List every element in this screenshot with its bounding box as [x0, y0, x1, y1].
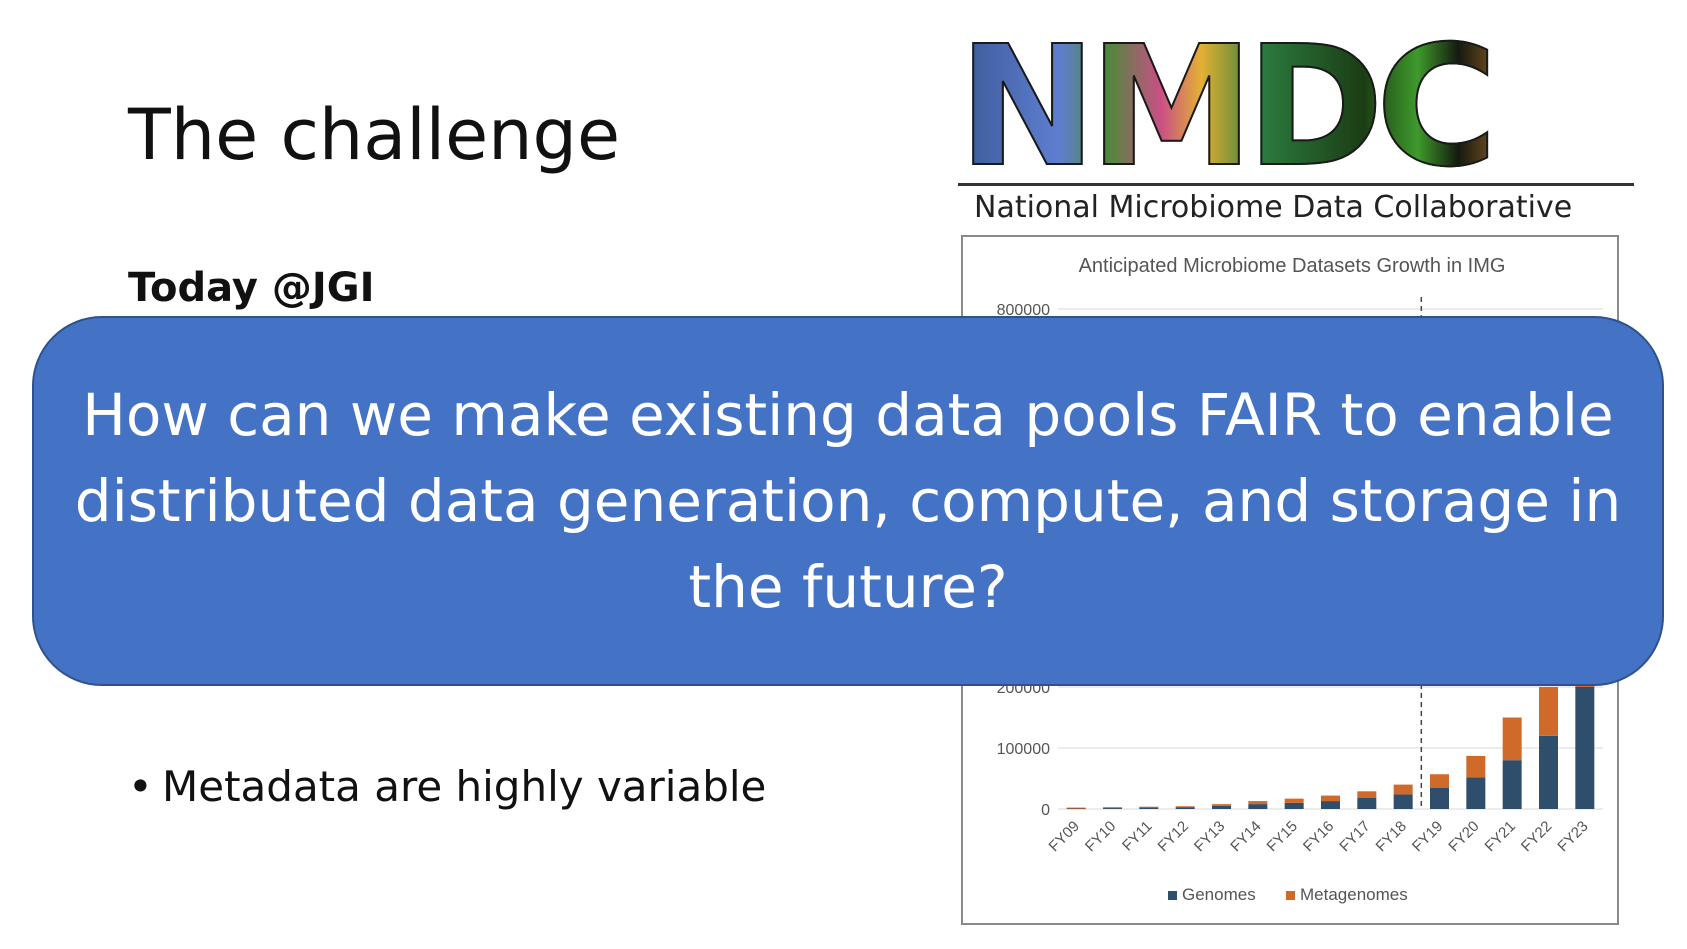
y-tick-label: 100000 — [997, 741, 1050, 758]
bar-genomes-fy19 — [1430, 787, 1449, 809]
legend-label-metagenomes: Metagenomes — [1300, 885, 1408, 904]
bar-genomes-fy21 — [1502, 760, 1522, 809]
bar-metagenomes-fy16 — [1321, 795, 1340, 802]
chart-svg: Anticipated Microbiome Datasets Growth i… — [997, 255, 1603, 904]
bar-genomes-fy13 — [1212, 805, 1231, 809]
bar-genomes-fy15 — [1284, 802, 1304, 809]
bar-metagenomes-fy18 — [1393, 784, 1413, 795]
x-tick-label: FY17 — [1336, 818, 1373, 855]
x-tick-label: FY11 — [1119, 818, 1156, 855]
bar-metagenomes-fy12 — [1175, 806, 1195, 808]
bar-metagenomes-fy11 — [1139, 806, 1159, 808]
x-tick-label: FY23 — [1554, 818, 1591, 855]
bar-genomes-fy11 — [1139, 807, 1159, 809]
bar-genomes-fy17 — [1357, 798, 1377, 809]
x-tick-label: FY13 — [1191, 818, 1228, 855]
y-tick-label: 0 — [1041, 802, 1050, 819]
x-tick-label: FY15 — [1264, 818, 1301, 855]
bar-metagenomes-fy22 — [1539, 687, 1558, 736]
bar-metagenomes-fy14 — [1248, 801, 1268, 805]
x-tick-label: FY14 — [1227, 818, 1264, 855]
x-tick-label: FY19 — [1409, 818, 1446, 855]
bar-genomes-fy16 — [1321, 801, 1340, 809]
bullet-marker: • — [128, 762, 153, 811]
bar-metagenomes-fy13 — [1212, 804, 1231, 806]
logo-subtitle: National Microbiome Data Collaborative — [974, 190, 1573, 225]
logo-divider — [958, 183, 1634, 186]
bar-genomes-fy12 — [1175, 807, 1195, 809]
y-tick-label: 800000 — [997, 302, 1050, 319]
x-tick-label: FY18 — [1373, 818, 1410, 855]
legend-label-genomes: Genomes — [1182, 885, 1256, 904]
legend-swatch-metagenomes — [1286, 891, 1295, 900]
bar-metagenomes-fy10 — [1103, 807, 1122, 809]
question-callout: How can we make existing data pools FAIR… — [32, 316, 1664, 686]
x-tick-label: FY09 — [1046, 818, 1083, 855]
bar-genomes-fy20 — [1466, 777, 1486, 809]
slide-subheading: Today @JGI — [128, 265, 375, 311]
bar-metagenomes-fy15 — [1284, 798, 1304, 803]
bar-metagenomes-fy09 — [1066, 807, 1086, 809]
bar-metagenomes-fy19 — [1430, 774, 1449, 788]
bullet-text: Metadata are highly variable — [162, 762, 767, 811]
bar-genomes-fy10 — [1103, 807, 1122, 809]
bar-genomes-fy18 — [1393, 794, 1413, 809]
bar-genomes-fy23 — [1575, 687, 1595, 809]
callout-text: How can we make existing data pools FAIR… — [74, 381, 1622, 621]
bar-genomes-fy14 — [1248, 804, 1268, 809]
bar-genomes-fy22 — [1539, 735, 1558, 809]
nmdc-logo: NMDC National Microbiome Data Collaborat… — [957, 24, 1634, 225]
bar-metagenomes-fy17 — [1357, 791, 1377, 799]
slide-title: The challenge — [128, 94, 621, 176]
legend-swatch-genomes — [1168, 891, 1177, 900]
bar-metagenomes-fy21 — [1502, 717, 1522, 761]
x-tick-label: FY12 — [1155, 818, 1192, 855]
chart-title: Anticipated Microbiome Datasets Growth i… — [1079, 255, 1506, 277]
x-tick-label: FY22 — [1518, 818, 1555, 855]
x-tick-label: FY20 — [1445, 818, 1482, 855]
bullet-item: • Metadata are highly variable — [128, 762, 766, 811]
x-tick-label: FY16 — [1300, 818, 1337, 855]
x-tick-label: FY10 — [1082, 818, 1119, 855]
bar-metagenomes-fy20 — [1466, 755, 1486, 778]
x-tick-label: FY21 — [1482, 818, 1519, 855]
logo-wordmark: NMDC — [957, 24, 1634, 192]
